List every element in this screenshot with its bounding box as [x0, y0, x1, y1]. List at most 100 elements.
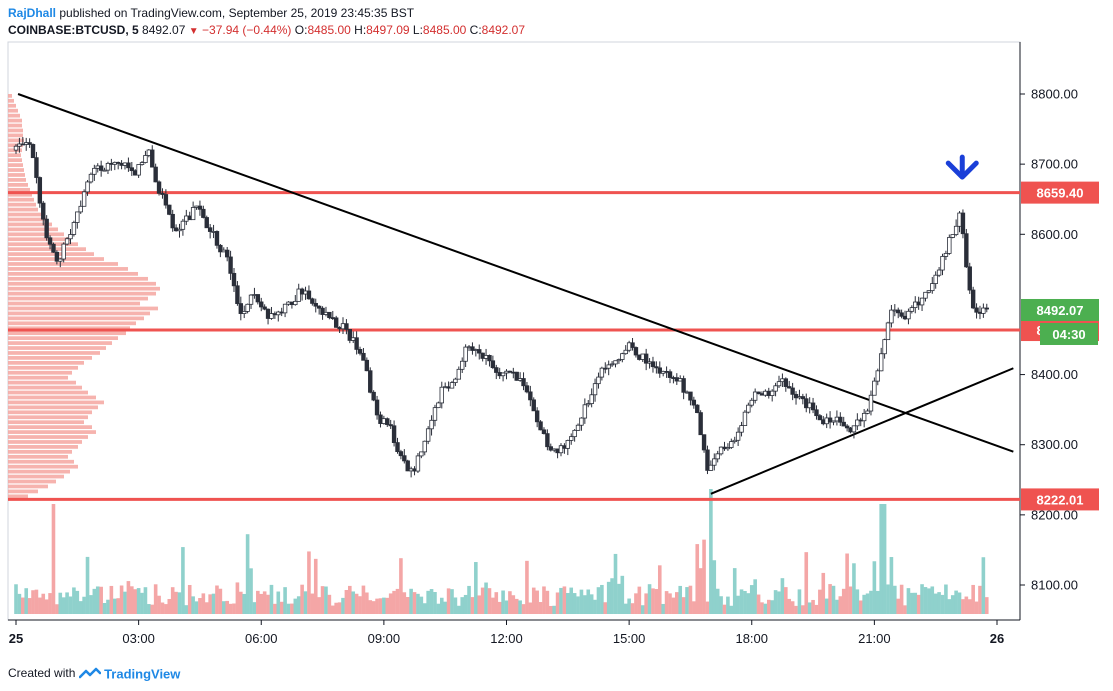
- volume-profile-bar: [8, 178, 26, 182]
- volume-bar: [787, 598, 792, 614]
- candle-body: [156, 181, 162, 194]
- trend-lines[interactable]: [17, 93, 1014, 495]
- candle-body: [667, 371, 673, 378]
- candle-body: [654, 366, 659, 369]
- tradingview-brand[interactable]: TradingView: [104, 666, 181, 682]
- volume-bar: [794, 605, 798, 614]
- candle-body: [773, 385, 778, 392]
- volume-bar: [722, 604, 727, 614]
- volume-bar: [603, 602, 608, 614]
- candle-body: [538, 421, 543, 431]
- author-name[interactable]: RajDhall: [8, 6, 57, 20]
- volume-profile-bar: [8, 326, 130, 331]
- candle-body: [85, 181, 90, 193]
- last-price-label: 8492.07: [1037, 303, 1084, 318]
- volume-bar: [303, 591, 308, 614]
- candle-body: [64, 238, 70, 245]
- candle-body: [906, 310, 911, 320]
- publish-text: published on TradingView.com, September …: [59, 6, 415, 20]
- volume-bar: [719, 596, 723, 614]
- volume-bar: [504, 600, 509, 614]
- volume-bar: [535, 590, 539, 614]
- x-tick-label: 21:00: [858, 631, 891, 646]
- volume-bar: [484, 582, 488, 614]
- volume-bar: [511, 595, 516, 614]
- candle-body: [245, 303, 250, 312]
- volume-bar: [78, 601, 83, 614]
- candle-body: [586, 403, 591, 406]
- volume-profile-bar: [8, 356, 92, 360]
- volume-bar: [583, 595, 587, 614]
- candle-body: [964, 233, 969, 268]
- volume-bar: [409, 588, 413, 614]
- volume-bar: [695, 544, 700, 614]
- candle-body: [742, 411, 748, 426]
- candle-body: [970, 289, 976, 309]
- candle-body: [320, 307, 325, 315]
- last-price-text: 8492.07: [142, 23, 186, 37]
- candle-body: [34, 157, 39, 178]
- horizontal-levels: [8, 191, 1020, 501]
- price-axis[interactable]: 8800.00 8700.00 8600.00 8400.00 8300.00 8200.…: [1020, 87, 1078, 593]
- volume-bar: [746, 593, 751, 614]
- volume-profile-bar: [8, 430, 96, 434]
- price-chart[interactable]: 8800.00 8700.00 8600.00 8400.00 8300.00 8200.…: [0, 0, 1113, 660]
- candle-body: [197, 205, 203, 210]
- volume-bar: [58, 592, 63, 614]
- volume-profile-bar: [8, 94, 12, 98]
- x-tick-label: 15:00: [613, 631, 646, 646]
- candle-body: [78, 205, 83, 213]
- volume-bar: [893, 585, 897, 614]
- volume-bar: [143, 587, 148, 614]
- volume-bar: [981, 557, 986, 614]
- candle-body: [357, 349, 363, 354]
- y-tick-label: 8400.00: [1031, 367, 1078, 382]
- volume-bar: [208, 594, 212, 614]
- volume-bar: [600, 584, 604, 614]
- volume-bar: [910, 592, 914, 614]
- volume-bar: [766, 599, 771, 614]
- volume-bar: [971, 584, 975, 614]
- volume-profile-bar: [8, 232, 64, 237]
- volume-bar: [617, 583, 621, 614]
- candle-body: [344, 323, 349, 330]
- volume-bar: [654, 589, 659, 614]
- volume-bar: [572, 593, 577, 614]
- volume-bar: [276, 591, 281, 614]
- candle-body: [541, 429, 547, 435]
- volume-profile-bar: [8, 311, 150, 316]
- volume-bar: [375, 598, 379, 614]
- volume-bar: [811, 599, 815, 614]
- volume-bar: [552, 605, 556, 614]
- volume-bar: [382, 597, 386, 614]
- volume-bar: [896, 598, 901, 614]
- volume-bar: [869, 590, 873, 614]
- volume-bar: [688, 585, 693, 614]
- volume-bar: [555, 592, 560, 614]
- volume-bar: [405, 597, 410, 614]
- candle-body: [419, 451, 424, 457]
- candle-body: [650, 361, 656, 368]
- candle-body: [936, 269, 942, 276]
- created-with-text: Created with: [8, 666, 76, 680]
- volume-bar: [194, 601, 199, 614]
- candle-body: [391, 425, 397, 443]
- candle-body: [150, 149, 155, 168]
- volume-bar: [112, 598, 117, 614]
- volume-bar: [41, 593, 46, 614]
- volume-profile-bar: [8, 227, 58, 232]
- publish-info: RajDhall published on TradingView.com, S…: [8, 6, 414, 20]
- volume-bar: [698, 568, 703, 614]
- candle-body: [729, 441, 734, 448]
- volume-bar: [235, 582, 240, 614]
- volume-bar: [85, 556, 90, 614]
- candle-body: [235, 285, 240, 304]
- volume-bar: [187, 584, 192, 614]
- volume-profile-bar: [8, 187, 30, 192]
- volume-bar: [923, 587, 928, 614]
- volume-bar: [453, 597, 458, 614]
- volume-bar: [886, 584, 890, 614]
- volume-bar: [899, 584, 904, 614]
- time-axis[interactable]: 25 03:00 06:00 09:00 12:00 15:00 18:00 21:00 26: [9, 620, 1004, 646]
